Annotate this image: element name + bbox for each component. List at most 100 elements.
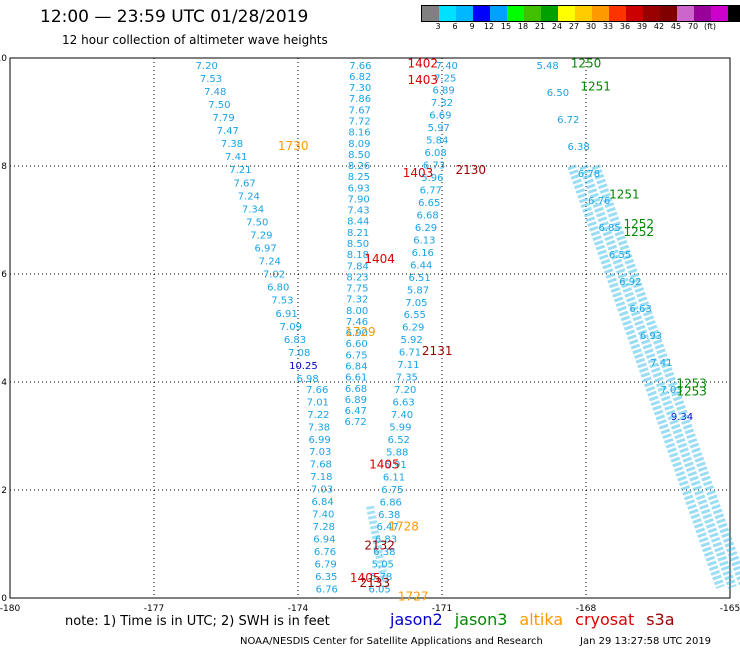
- satellite-legend: jason2 jason3 altika cryosat s3a: [390, 610, 687, 629]
- wave-height-value: 8.21: [347, 228, 369, 239]
- wave-height-value: 6.84: [311, 497, 333, 508]
- wave-height-value: 6.98: [296, 374, 318, 385]
- wave-height-value: 8.50: [348, 150, 370, 161]
- wave-height-value: 7.50: [208, 100, 230, 111]
- wave-height-value: 7.35: [396, 373, 418, 384]
- color-scale-label: 9: [469, 22, 475, 31]
- wave-height-value: 7.20: [196, 61, 218, 72]
- y-tick-label: 6: [1, 270, 7, 280]
- credit-text: NOAA/NESDIS Center for Satellite Applica…: [240, 636, 543, 647]
- dense-track-swath: [366, 505, 389, 583]
- dense-track-swath: [591, 164, 740, 589]
- wave-height-value: 8.44: [347, 217, 369, 228]
- wave-height-value: 5.96: [421, 173, 443, 184]
- wave-height-value: 6.55: [404, 310, 426, 321]
- color-scale-label: 21: [534, 22, 546, 31]
- wave-height-value: 6.84: [345, 362, 367, 373]
- color-scale-label: 45: [670, 22, 682, 31]
- wave-height-value: 7.43: [347, 206, 369, 217]
- color-scale-label: 42: [653, 22, 665, 31]
- color-scale-label: 36: [619, 22, 631, 31]
- wave-height-value: 7.79: [212, 113, 234, 124]
- x-tick-label: -165: [720, 604, 740, 614]
- color-scale-label: 27: [568, 22, 580, 31]
- wave-height-value: 6.83: [375, 535, 397, 546]
- wave-height-value: 6.92: [619, 277, 641, 288]
- wave-height-value: 6.99: [308, 435, 330, 446]
- wave-height-value: 7.08: [288, 348, 310, 359]
- wave-height-value: 7.24: [238, 191, 260, 202]
- wave-height-value: 7.24: [259, 257, 281, 268]
- wave-height-value: 5.92: [400, 335, 422, 346]
- wave-height-value: 7.05: [405, 298, 427, 309]
- wave-height-value: 5.99: [389, 422, 411, 433]
- time-label: 2130: [456, 163, 487, 177]
- time-label: 1405: [369, 457, 400, 471]
- time-label: 1729: [345, 325, 376, 339]
- dense-track-swath: [579, 164, 737, 589]
- wave-height-value: 7.09: [280, 322, 302, 333]
- wave-height-value: 6.68: [416, 210, 438, 221]
- color-swatch: [456, 6, 473, 21]
- wave-height-value: 7.53: [200, 74, 222, 85]
- y-tick-label: 2: [1, 486, 7, 496]
- wave-height-value: 6.72: [557, 115, 579, 126]
- wave-height-value: 6.08: [424, 148, 446, 159]
- color-swatch: [558, 6, 575, 21]
- wave-height-value: 7.38: [308, 422, 330, 433]
- wave-height-value: 7.40: [312, 510, 334, 521]
- wave-height-value: 6.13: [413, 235, 435, 246]
- timestamp-text: Jan 29 13:27:58 UTC 2019: [580, 636, 712, 647]
- wave-height-value: 7.41: [225, 152, 247, 163]
- time-label: 1730: [278, 139, 309, 153]
- color-scale-label: 6: [452, 22, 458, 31]
- wave-height-value: 6.71: [399, 348, 421, 359]
- wave-height-value: 7.67: [349, 105, 371, 116]
- x-tick-label: -171: [432, 604, 452, 614]
- wave-height-value: 7.72: [349, 116, 371, 127]
- wave-height-value: 7.41: [650, 358, 672, 369]
- color-swatch: [439, 6, 456, 21]
- legend-entry-s3a: s3a: [646, 610, 675, 629]
- x-tick-label: -174: [288, 604, 309, 614]
- color-swatch: [677, 6, 694, 21]
- plot-border: [9, 57, 731, 599]
- time-label: 1253: [676, 376, 707, 390]
- wave-height-value: 7.32: [346, 295, 368, 306]
- wave-height-value: 6.61: [345, 373, 367, 384]
- color-scale-bar: [421, 5, 740, 22]
- color-swatch: [643, 6, 660, 21]
- wave-height-value: 7.28: [313, 522, 335, 533]
- wave-height-value: 5.84: [426, 136, 448, 147]
- wave-height-value: 6.80: [267, 283, 289, 294]
- time-label: 2133: [360, 576, 391, 590]
- wave-height-value: 6.72: [344, 417, 366, 428]
- wave-height-value: 7.46: [346, 317, 368, 328]
- note-text: note: 1) Time is in UTC; 2) SWH is in fe…: [65, 614, 330, 629]
- wave-height-value: 10.25: [289, 361, 318, 372]
- wave-height-value: 5.88: [386, 447, 408, 458]
- wave-height-value: 5.91: [384, 460, 406, 471]
- wave-height-value: 6.05: [368, 585, 390, 596]
- wave-height-value: 7.25: [434, 73, 456, 84]
- wave-height-value: 7.03: [311, 485, 333, 496]
- x-tick-label: -180: [0, 604, 20, 614]
- y-tick-label: 8: [1, 162, 7, 172]
- wave-height-value: 7.21: [229, 165, 251, 176]
- color-swatch: [592, 6, 609, 21]
- y-tick-label: 10: [0, 54, 7, 64]
- wave-height-value: 6.16: [412, 248, 434, 259]
- time-label: 1403: [408, 73, 439, 87]
- wave-height-value: 6.86: [380, 497, 402, 508]
- wave-height-value: 6.38: [378, 510, 400, 521]
- plot-frame: [9, 57, 731, 599]
- wave-height-value: 8.00: [346, 306, 368, 317]
- color-swatch: [575, 6, 592, 21]
- altimeter-tracks: 7.20 7.53 7.48 7.50 7.79 7.47 7.38 7.41 7.21 7.67…: [196, 61, 740, 596]
- wave-height-value: 8.16: [348, 128, 370, 139]
- x-tick-label: -177: [144, 604, 164, 614]
- color-scale-label: 18: [517, 22, 529, 31]
- time-label: 1405: [350, 571, 381, 585]
- color-scale-label: 12: [483, 22, 495, 31]
- legend-entry-jason2: jason2: [390, 610, 443, 629]
